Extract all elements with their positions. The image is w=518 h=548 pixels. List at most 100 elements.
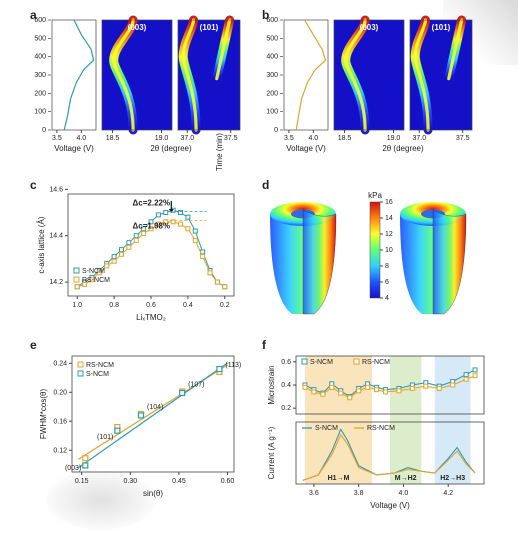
svg-text:(101): (101) <box>97 434 113 441</box>
svg-text:LiₓTMO₂: LiₓTMO₂ <box>136 313 166 322</box>
svg-text:0.6: 0.6 <box>146 302 156 309</box>
svg-text:200: 200 <box>34 90 46 97</box>
svg-text:0.60: 0.60 <box>221 478 235 485</box>
svg-text:600: 600 <box>266 17 278 24</box>
svg-text:4.2: 4.2 <box>443 490 453 497</box>
row-ef: 0.150.300.450.600.120.160.200.24sin(θ)FW… <box>34 344 486 512</box>
svg-text:0.2: 0.2 <box>220 302 230 309</box>
svg-text:RS-NCM: RS-NCM <box>367 425 395 432</box>
svg-text:0: 0 <box>274 127 278 134</box>
svg-text:3.5: 3.5 <box>52 135 62 142</box>
svg-text:19.0: 19.0 <box>387 135 401 142</box>
svg-text:14.4: 14.4 <box>49 233 63 240</box>
panel-d-svg: kPa 4 6 8 10 12 14 16 <box>262 184 490 324</box>
svg-text:37.5: 37.5 <box>456 135 470 142</box>
svg-text:4.0: 4.0 <box>76 135 86 142</box>
svg-text:0: 0 <box>42 127 46 134</box>
svg-text:Voltage (V): Voltage (V) <box>54 144 94 153</box>
svg-text:400: 400 <box>34 54 46 61</box>
svg-text:(101): (101) <box>432 23 451 32</box>
svg-text:100: 100 <box>34 109 46 116</box>
svg-text:0.8: 0.8 <box>109 302 119 309</box>
svg-text:0.4: 0.4 <box>281 382 291 389</box>
svg-text:Δc=1.98%: Δc=1.98% <box>133 222 171 231</box>
svg-text:500: 500 <box>266 35 278 42</box>
svg-text:14: 14 <box>385 215 393 222</box>
svg-text:18.5: 18.5 <box>106 135 120 142</box>
svg-text:37.0: 37.0 <box>412 135 426 142</box>
svg-text:2θ (degree): 2θ (degree) <box>150 144 192 153</box>
svg-text:12: 12 <box>385 231 393 238</box>
svg-text:0.12: 0.12 <box>53 447 67 454</box>
svg-text:10: 10 <box>385 247 393 254</box>
svg-text:RS-NCM: RS-NCM <box>82 277 110 284</box>
svg-text:S-NCM: S-NCM <box>82 268 105 275</box>
svg-text:RS-NCM: RS-NCM <box>362 359 390 366</box>
panel-e: 0.150.300.450.600.120.160.200.24sin(θ)FW… <box>34 344 242 502</box>
svg-text:3.8: 3.8 <box>354 490 364 497</box>
svg-text:Δc=2.22%: Δc=2.22% <box>133 199 171 208</box>
svg-text:6: 6 <box>385 279 389 286</box>
svg-text:14.2: 14.2 <box>49 279 63 286</box>
svg-text:1.0: 1.0 <box>72 302 82 309</box>
panel-c: 1.0 0.8 0.6 0.4 0.2 14.2 14.4 14.6 LiₓTMO₂ c-axis… <box>34 184 242 324</box>
svg-text:Time (min): Time (min) <box>215 133 224 171</box>
svg-text:4.0: 4.0 <box>308 135 318 142</box>
svg-text:0.6: 0.6 <box>281 359 291 366</box>
svg-text:18.5: 18.5 <box>338 135 352 142</box>
svg-text:2θ (degree): 2θ (degree) <box>382 144 424 153</box>
panel-e-svg: 0.150.300.450.600.120.160.200.24sin(θ)FW… <box>34 344 242 502</box>
svg-text:3.5: 3.5 <box>284 135 294 142</box>
svg-text:19.0: 19.0 <box>155 135 169 142</box>
svg-text:3.6: 3.6 <box>309 490 319 497</box>
svg-text:0.45: 0.45 <box>172 478 186 485</box>
svg-text:37.0: 37.0 <box>180 135 194 142</box>
svg-text:Current (A g⁻¹): Current (A g⁻¹) <box>267 426 276 479</box>
svg-text:Voltage (V): Voltage (V) <box>286 144 326 153</box>
svg-text:16: 16 <box>385 199 393 206</box>
svg-text:8: 8 <box>385 263 389 270</box>
svg-text:0.20: 0.20 <box>53 389 67 396</box>
svg-text:0.4: 0.4 <box>183 302 193 309</box>
svg-text:4: 4 <box>385 295 389 302</box>
svg-text:RS-NCM: RS-NCM <box>86 362 114 369</box>
svg-text:(101): (101) <box>200 23 219 32</box>
panel-c-svg: 1.0 0.8 0.6 0.4 0.2 14.2 14.4 14.6 LiₓTMO₂ c-axis… <box>34 184 242 324</box>
svg-text:M→H2: M→H2 <box>395 475 417 482</box>
panel-b: Time (min)01002003004005006003.54.0Volta… <box>266 14 486 164</box>
svg-text:c-axis lattice (Å): c-axis lattice (Å) <box>37 216 46 273</box>
svg-text:500: 500 <box>34 35 46 42</box>
svg-text:FWHM*cos(θ): FWHM*cos(θ) <box>39 389 48 440</box>
svg-text:S-NCM: S-NCM <box>310 359 333 366</box>
svg-text:(003): (003) <box>65 465 81 472</box>
svg-text:0.2: 0.2 <box>281 405 291 412</box>
svg-text:(107): (107) <box>188 382 204 389</box>
svg-text:200: 200 <box>266 90 278 97</box>
svg-text:4.0: 4.0 <box>399 490 409 497</box>
panel-f-svg: 0.20.40.6MicrostrainCurrent (A g⁻¹)3.63.… <box>262 344 490 512</box>
svg-text:S-NCM: S-NCM <box>315 425 338 432</box>
panel-d: kPa 4 6 8 10 12 14 16 <box>262 184 490 324</box>
svg-text:14.6: 14.6 <box>49 186 63 193</box>
svg-text:37.5: 37.5 <box>224 135 238 142</box>
svg-text:0.16: 0.16 <box>53 418 67 425</box>
figure-page: a b c d e f Time (min)010020030040050060… <box>0 0 518 548</box>
svg-text:600: 600 <box>34 17 46 24</box>
row-cd: 1.0 0.8 0.6 0.4 0.2 14.2 14.4 14.6 LiₓTMO₂ c-axis… <box>34 184 486 324</box>
svg-text:(003): (003) <box>360 23 379 32</box>
svg-text:kPa: kPa <box>368 191 382 200</box>
svg-text:(113): (113) <box>225 362 241 369</box>
svg-text:Voltage (V): Voltage (V) <box>370 501 410 510</box>
svg-text:(003): (003) <box>128 23 147 32</box>
row-ab: Time (min)01002003004005006003.54.0Volta… <box>34 14 486 164</box>
svg-text:100: 100 <box>266 109 278 116</box>
svg-text:sin(θ): sin(θ) <box>143 489 163 498</box>
svg-text:300: 300 <box>34 72 46 79</box>
svg-text:400: 400 <box>266 54 278 61</box>
svg-text:0.15: 0.15 <box>75 478 89 485</box>
svg-text:H2→H3: H2→H3 <box>440 475 465 482</box>
panel-f: 0.20.40.6MicrostrainCurrent (A g⁻¹)3.63.… <box>262 344 490 512</box>
svg-text:300: 300 <box>266 72 278 79</box>
svg-text:0.24: 0.24 <box>53 360 67 367</box>
svg-text:(104): (104) <box>147 404 163 411</box>
